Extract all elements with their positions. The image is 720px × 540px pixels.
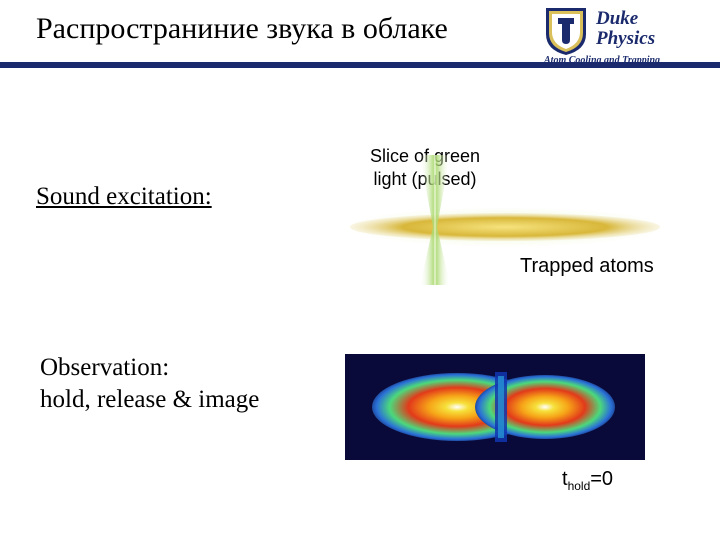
trapped-atoms-label: Trapped atoms: [520, 255, 654, 278]
thold-label: thold=0: [562, 468, 613, 493]
observation-heatmap: [345, 354, 645, 460]
observation-desc: hold, release & image: [40, 386, 259, 414]
thold-sub: hold: [568, 479, 591, 493]
observation-heading: Observation:: [40, 354, 169, 382]
shield-icon: [544, 6, 588, 56]
duke-physics-logo: Duke Physics Atom Cooling and Trapping: [544, 6, 704, 76]
slide-title: Распространиние звука в облаке: [36, 12, 448, 46]
logo-subtitle: Atom Cooling and Trapping: [544, 55, 660, 66]
logo-word-duke: Duke: [596, 8, 638, 30]
logo-word-physics: Physics: [596, 28, 655, 50]
sound-excitation-heading: Sound excitation:: [36, 183, 212, 211]
thold-rhs: =0: [590, 468, 613, 490]
